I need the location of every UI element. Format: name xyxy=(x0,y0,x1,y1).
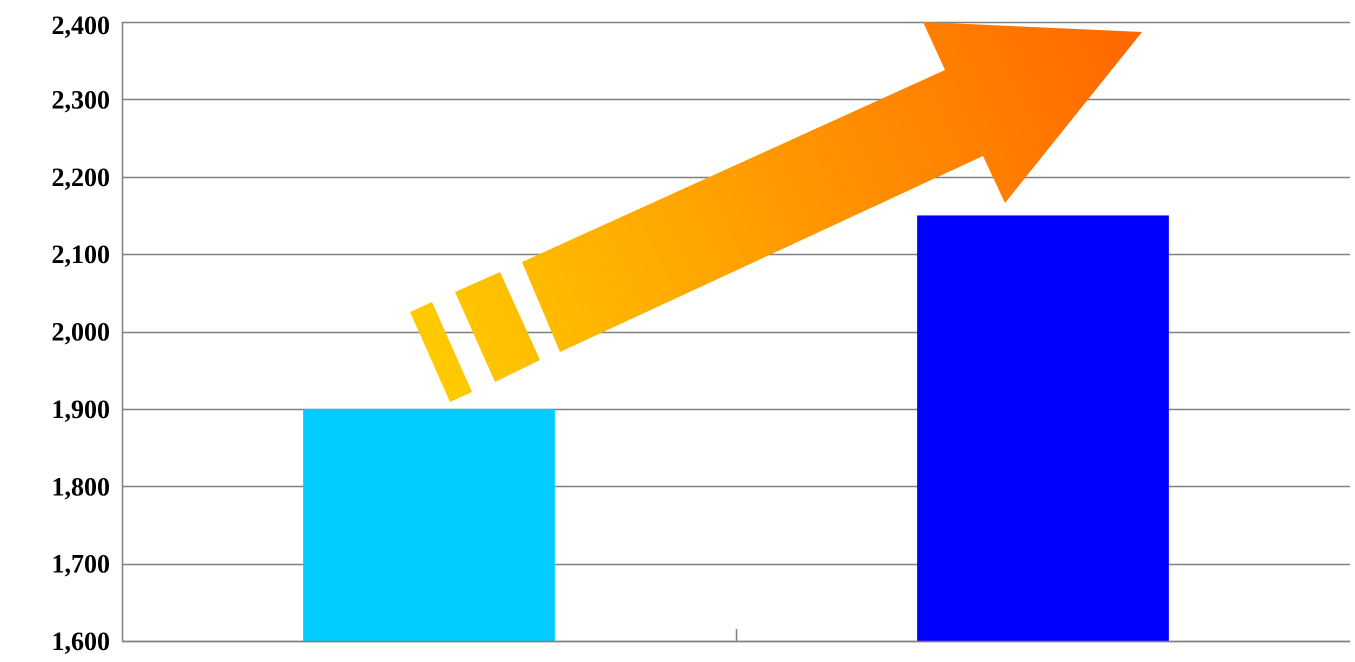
y-tick-label: 1,900 xyxy=(52,395,111,424)
trend-arrow xyxy=(410,22,1142,402)
trend-arrow-dash-small xyxy=(410,302,472,402)
y-tick-label: 2,100 xyxy=(52,240,111,269)
bar xyxy=(917,215,1169,641)
y-tick-label: 1,600 xyxy=(52,627,111,656)
y-tick-label: 2,400 xyxy=(52,11,111,40)
trend-arrow-dash-large xyxy=(455,272,540,382)
bars xyxy=(303,215,1169,641)
trend-arrow-shaft xyxy=(522,22,1142,352)
y-tick-label: 2,300 xyxy=(52,85,111,114)
y-tick-label: 2,000 xyxy=(52,318,111,347)
axes xyxy=(121,22,1350,643)
trend-arrow-main xyxy=(522,22,1142,352)
bar xyxy=(303,408,555,641)
y-tick-label: 1,800 xyxy=(52,472,111,501)
y-tick-labels: 1,600 1,700 1,800 1,900 2,000 2,100 2,200 2,300… xyxy=(52,11,111,656)
y-tick-label: 2,200 xyxy=(52,163,111,192)
y-tick-label: 1,700 xyxy=(52,550,111,579)
